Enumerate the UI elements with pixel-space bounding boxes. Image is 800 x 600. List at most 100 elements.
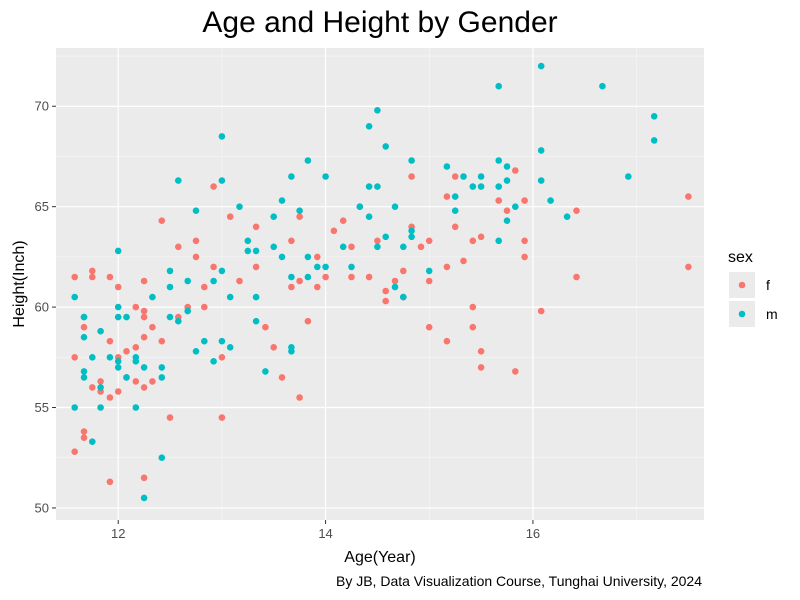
legend-symbol-m — [738, 310, 746, 318]
data-point-f — [685, 193, 692, 200]
data-point-f — [71, 354, 78, 361]
data-point-f — [417, 243, 425, 251]
data-point-f — [89, 267, 96, 275]
data-point-m — [400, 293, 407, 301]
data-point-f — [443, 193, 451, 200]
data-point-f — [89, 384, 96, 391]
data-point-m — [537, 147, 545, 154]
data-point-m — [503, 217, 511, 224]
data-point-m — [374, 243, 381, 251]
data-point-m — [262, 368, 269, 375]
data-point-m — [339, 243, 347, 251]
data-point-m — [201, 337, 208, 345]
data-point-f — [132, 303, 140, 311]
y-tick-label: 65 — [35, 199, 49, 214]
data-point-m — [132, 404, 140, 411]
data-point-m — [304, 157, 312, 164]
data-point-f — [89, 273, 96, 281]
data-point-f — [80, 323, 88, 331]
data-point-f — [132, 344, 140, 351]
data-point-m — [192, 207, 200, 214]
data-point-m — [80, 374, 88, 381]
data-point-m — [71, 293, 78, 301]
data-point-f — [408, 173, 415, 180]
data-point-f — [288, 237, 295, 245]
data-point-m — [460, 173, 467, 180]
legend-symbol-f — [738, 281, 746, 289]
data-point-m — [158, 374, 166, 381]
data-point-m — [184, 307, 191, 315]
data-point-f — [80, 428, 88, 435]
data-point-m — [365, 183, 373, 190]
data-point-f — [339, 217, 347, 224]
data-point-m — [304, 273, 312, 281]
data-point-m — [166, 313, 174, 321]
data-point-m — [288, 273, 295, 281]
data-point-m — [158, 454, 166, 462]
data-point-f — [166, 414, 174, 421]
data-point-f — [382, 297, 390, 305]
data-point-f — [495, 197, 503, 204]
data-point-m — [97, 404, 104, 411]
data-point-f — [304, 317, 312, 325]
data-point-m — [114, 358, 122, 365]
data-point-m — [132, 354, 140, 361]
data-point-m — [451, 207, 459, 214]
data-point-f — [201, 303, 208, 311]
data-point-m — [322, 173, 329, 180]
data-point-f — [140, 474, 148, 482]
data-point-m — [158, 364, 166, 371]
data-point-f — [288, 283, 295, 291]
data-point-m — [184, 277, 191, 285]
data-point-m — [192, 348, 200, 355]
data-point-f — [374, 237, 381, 245]
data-point-m — [477, 173, 485, 180]
data-point-m — [175, 317, 182, 325]
data-point-m — [650, 137, 658, 144]
data-point-m — [400, 243, 407, 251]
data-point-m — [495, 183, 503, 190]
data-point-m — [114, 247, 122, 255]
data-point-m — [252, 247, 260, 255]
data-point-f — [114, 283, 122, 291]
data-point-m — [89, 354, 96, 361]
data-point-f — [210, 183, 217, 190]
data-point-f — [226, 213, 234, 220]
x-tick-label: 16 — [526, 526, 540, 541]
data-point-f — [477, 233, 485, 241]
data-point-m — [89, 438, 96, 446]
data-point-m — [348, 263, 355, 271]
data-point-f — [296, 213, 303, 220]
data-point-f — [140, 307, 148, 315]
data-point-m — [408, 157, 415, 164]
data-point-m — [599, 82, 606, 90]
data-point-m — [140, 364, 148, 371]
data-point-m — [443, 163, 451, 170]
chart-caption: By JB, Data Visualization Course, Tungha… — [335, 573, 702, 589]
data-point-m — [391, 283, 399, 291]
data-point-f — [71, 273, 78, 281]
data-point-m — [374, 107, 381, 114]
data-point-f — [140, 277, 148, 285]
data-point-f — [451, 223, 459, 231]
data-point-m — [149, 293, 156, 301]
data-point-f — [140, 333, 148, 341]
y-tick-label: 70 — [35, 99, 49, 114]
data-point-m — [175, 177, 182, 184]
y-tick-label: 55 — [35, 400, 49, 415]
data-point-f — [114, 388, 122, 395]
data-point-m — [114, 364, 122, 371]
data-point-f — [149, 378, 156, 385]
data-point-f — [521, 197, 528, 204]
data-point-f — [97, 378, 104, 385]
data-point-f — [469, 303, 477, 311]
data-point-m — [140, 494, 148, 502]
data-point-m — [356, 203, 364, 210]
data-point-m — [365, 123, 373, 130]
data-point-f — [252, 263, 260, 271]
data-point-f — [218, 354, 226, 361]
data-point-m — [244, 237, 252, 245]
data-point-f — [382, 287, 390, 295]
data-point-m — [218, 133, 226, 140]
